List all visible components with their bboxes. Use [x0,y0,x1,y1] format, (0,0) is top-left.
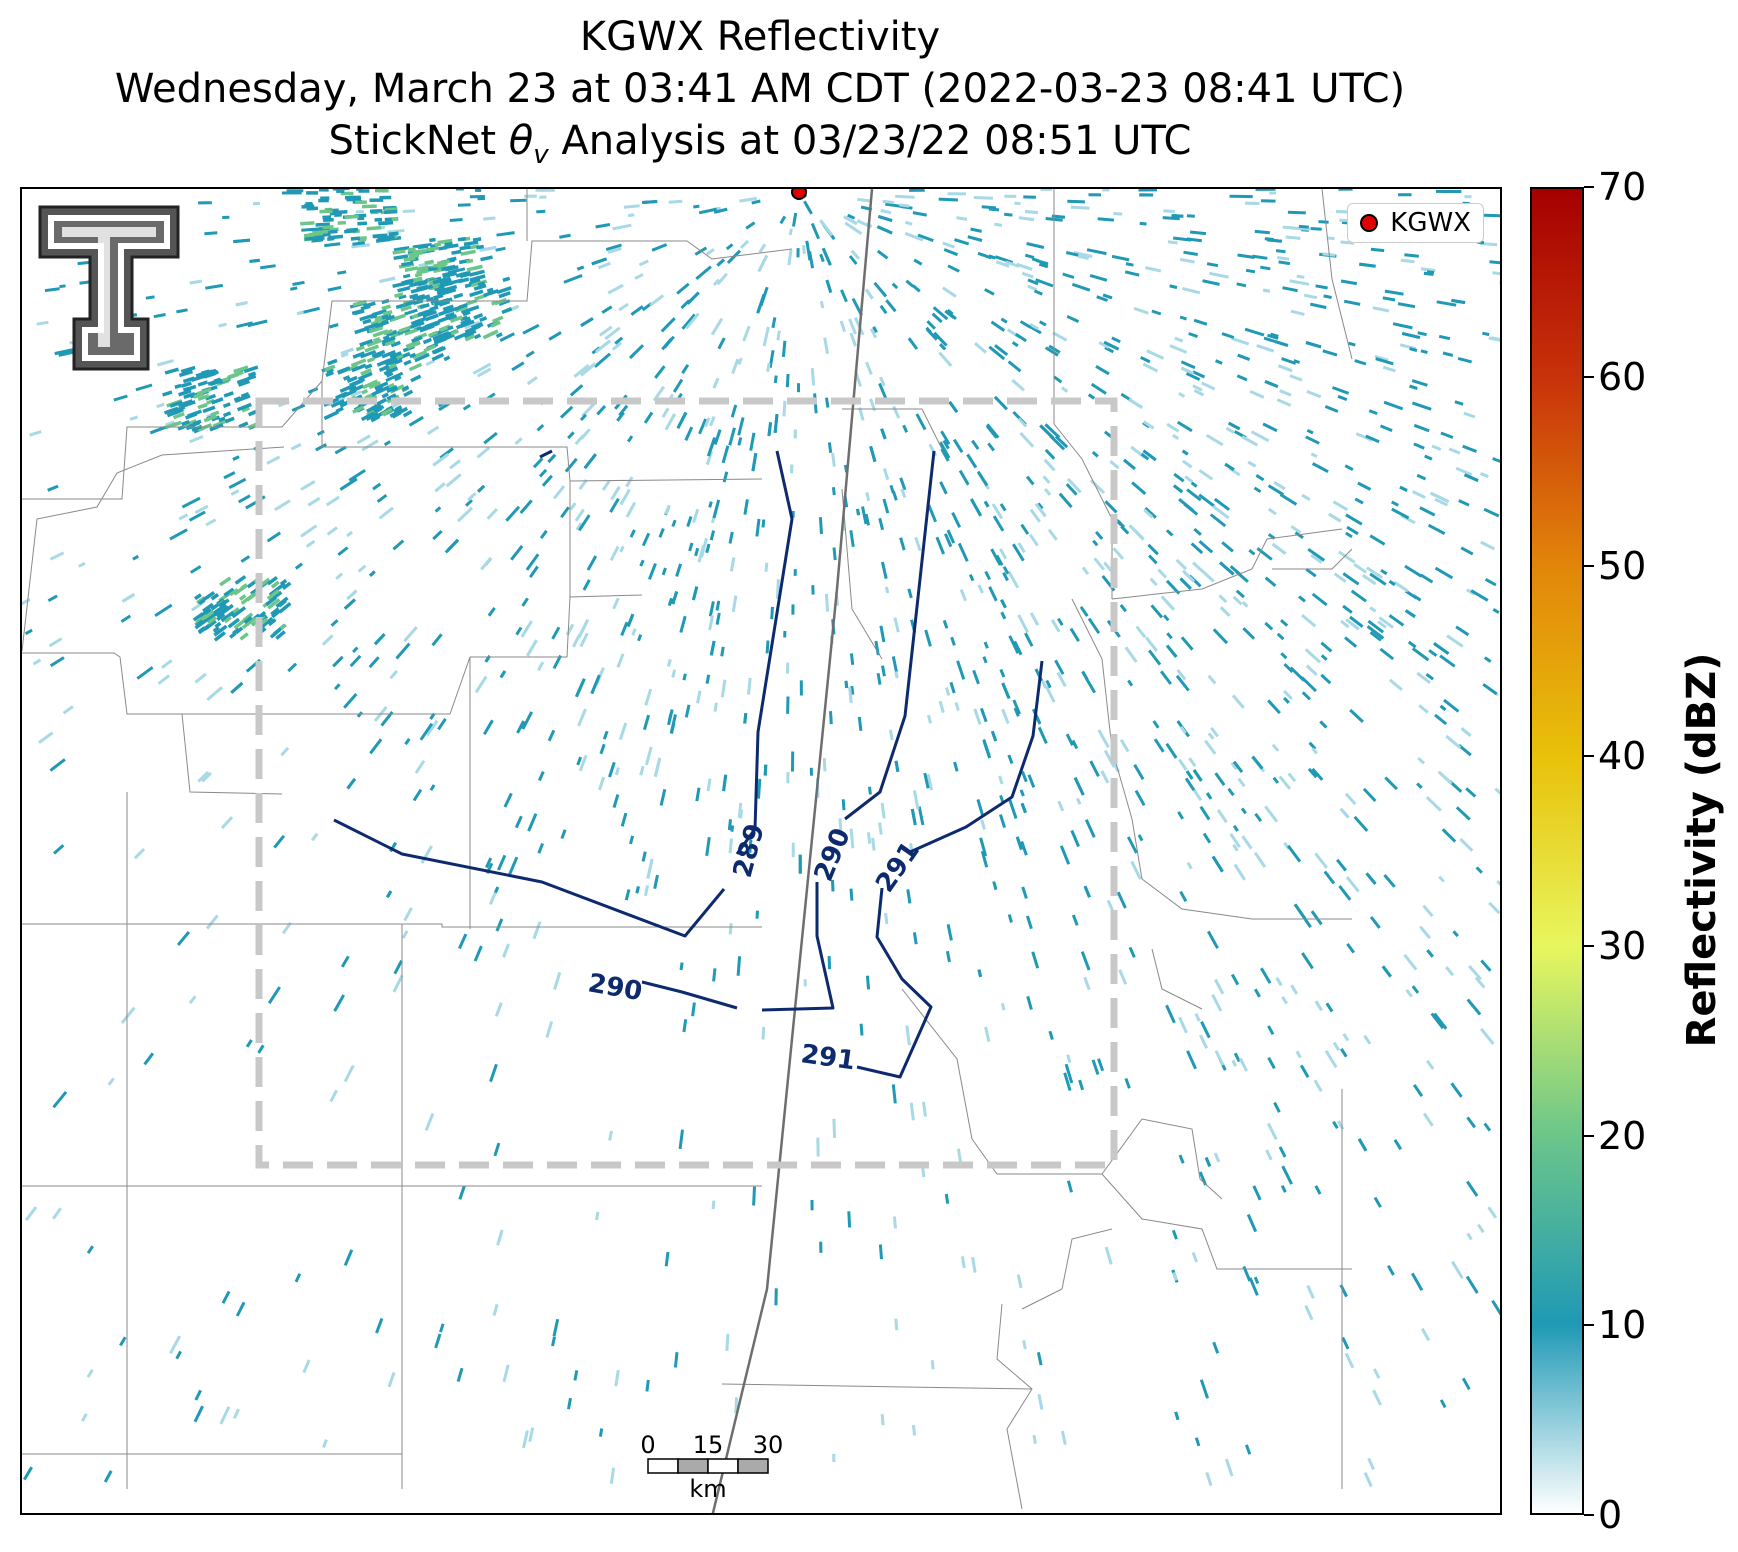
contour-labels: 289 290 291 290 291 [586,821,926,1077]
contour-289 [333,450,794,938]
theta-v-contours [333,449,1044,1079]
contour-290 [761,450,936,1012]
analysis-domain-box [255,397,1118,1169]
colorbar [1530,187,1584,1515]
chart-subtitle-analysis: StickNet θv Analysis at 03/23/22 08:51 U… [328,118,1192,170]
contour-label: 290 [809,824,857,886]
chart-subtitle-time: Wednesday, March 23 at 03:41 AM CDT (202… [114,66,1406,112]
colorbar-tick-label: 60 [1598,354,1647,399]
chart-title: KGWX Reflectivity [579,14,941,60]
state-boundary [711,189,874,1513]
radar-echoes [22,189,1500,1488]
colorbar-tick [1584,1514,1594,1516]
legend-label: KGWX [1390,208,1471,238]
colorbar-tick-label: 30 [1598,923,1647,968]
scale-bar: 0 15 30 km [640,1427,783,1507]
contour-291 [856,660,1044,1079]
colorbar-tick [1584,755,1594,758]
map-legend: KGWX [1347,203,1484,243]
colorbar-tick-label: 70 [1598,165,1647,209]
colorbar-tick-label: 20 [1598,1113,1647,1158]
colorbar-tick [1584,565,1594,568]
colorbar-label: Reflectivity (dBZ) [1679,652,1725,1048]
map-canvas: 289 290 291 290 291 [22,189,1500,1513]
scale-bar-graphic: 0 15 30 km [640,1431,784,1503]
colorbar-tick [1584,1134,1594,1137]
contour-290-west [641,980,738,1010]
contour-label: 291 [870,836,926,898]
radar-site-marker [791,189,807,200]
scale-unit: km [689,1475,726,1503]
county-boundaries [22,189,1353,1510]
radar-map: 289 290 291 290 291 KGWX 0 15 30 km [20,187,1502,1515]
colorbar-tick-label: 0 [1598,1493,1623,1537]
colorbar-tick [1584,944,1594,947]
colorbar-tick-label: 40 [1598,734,1647,779]
scale-tick-label: 15 [693,1431,724,1459]
colorbar-tick-label: 50 [1598,544,1647,589]
contour-label: 291 [799,1039,857,1076]
texas-tech-logo [38,205,180,371]
colorbar-tick [1584,375,1594,378]
contour-label: 290 [586,968,645,1007]
scale-tick-label: 0 [640,1431,655,1459]
colorbar-tick-label: 10 [1598,1303,1647,1348]
contour-label: 289 [728,821,771,881]
colorbar-tick [1584,1324,1594,1327]
scale-tick-label: 30 [753,1431,784,1459]
colorbar-tick [1584,186,1594,188]
radar-site-legend-marker [1360,214,1379,232]
